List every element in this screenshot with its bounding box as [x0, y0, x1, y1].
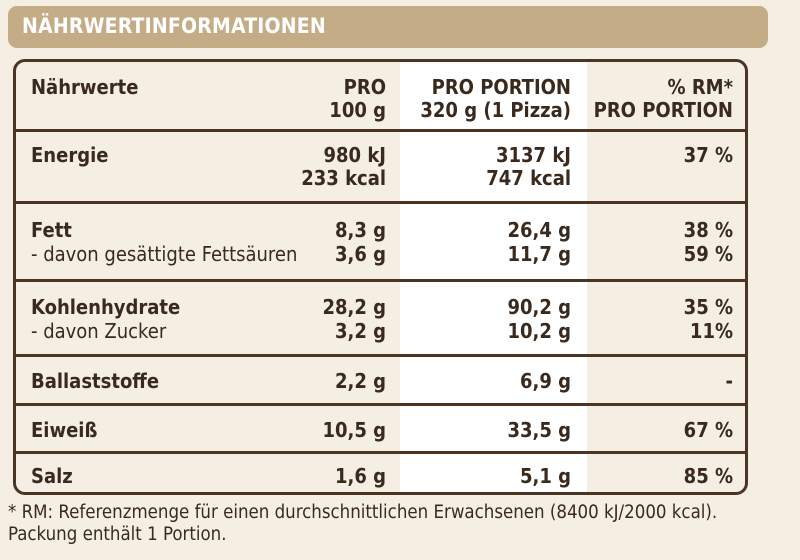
header-rm-line2: PRO PORTION	[593, 98, 733, 122]
fett-per100: 8,3 g	[334, 218, 386, 242]
nutrition-table: Nährwerte PRO 100 g PRO PORTION 320 g (1…	[13, 59, 748, 495]
fett-portion: 26,4 g	[507, 218, 571, 242]
row-label-salz: Salz	[31, 464, 73, 488]
kohlenhydrate-portion: 90,2 g	[507, 295, 571, 319]
ballaststoffe-rm: -	[725, 369, 733, 393]
divider	[16, 354, 745, 357]
eiweiss-per100: 10,5 g	[322, 418, 386, 442]
divider	[16, 129, 745, 132]
footnote-line-1: * RM: Referenzmenge für einen durchschni…	[8, 502, 718, 523]
salz-per100: 1,6 g	[334, 464, 386, 488]
eiweiss-rm: 67 %	[683, 418, 733, 442]
ballaststoffe-per100: 2,2 g	[334, 369, 386, 393]
zucker-per100: 3,2 g	[334, 319, 386, 343]
row-label-fettsaeuren: - davon gesättigte Fettsäuren	[31, 242, 298, 266]
kohlenhydrate-rm: 35 %	[683, 295, 733, 319]
zucker-rm: 11%	[689, 319, 733, 343]
fett-rm: 38 %	[683, 218, 733, 242]
energie-portion-kcal: 747 kcal	[486, 166, 571, 190]
energie-rm: 37 %	[683, 143, 733, 167]
row-label-fett: Fett	[31, 218, 72, 242]
salz-portion: 5,1 g	[519, 464, 571, 488]
header-nutrient: Nährwerte	[31, 75, 139, 99]
energie-per100-kj: 980 kJ	[323, 143, 386, 167]
row-label-kohlenhydrate: Kohlenhydrate	[31, 295, 181, 319]
portion-column-highlight	[400, 62, 587, 492]
header-per100-line1: PRO	[343, 75, 386, 99]
row-label-eiweiss: Eiweiß	[31, 418, 98, 442]
divider	[16, 201, 745, 204]
salz-rm: 85 %	[683, 464, 733, 488]
divider	[16, 279, 745, 282]
energie-portion-kj: 3137 kJ	[496, 143, 571, 167]
row-label-energie: Energie	[31, 143, 109, 167]
kohlenhydrate-per100: 28,2 g	[322, 295, 386, 319]
row-label-ballaststoffe: Ballaststoffe	[31, 369, 160, 393]
divider	[16, 451, 745, 454]
fettsaeuren-portion: 11,7 g	[507, 242, 571, 266]
header-rm-line1: % RM*	[667, 75, 733, 99]
zucker-portion: 10,2 g	[507, 319, 571, 343]
eiweiss-portion: 33,5 g	[507, 418, 571, 442]
header-portion-line1: PRO PORTION	[431, 75, 571, 99]
header-per100-line2: 100 g	[329, 98, 386, 122]
footnote: * RM: Referenzmenge für einen durchschni…	[8, 502, 717, 546]
fettsaeuren-per100: 3,6 g	[334, 242, 386, 266]
header-portion-line2: 320 g (1 Pizza)	[420, 98, 571, 122]
energie-per100-kcal: 233 kcal	[301, 166, 386, 190]
row-label-zucker: - davon Zucker	[31, 319, 167, 343]
fettsaeuren-rm: 59 %	[683, 242, 733, 266]
title-banner: NÄHRWERTINFORMATIONEN	[8, 6, 768, 48]
ballaststoffe-portion: 6,9 g	[519, 369, 571, 393]
page-title: NÄHRWERTINFORMATIONEN	[22, 14, 326, 38]
divider	[16, 403, 745, 406]
footnote-line-2: Packung enthält 1 Portion.	[8, 524, 227, 545]
